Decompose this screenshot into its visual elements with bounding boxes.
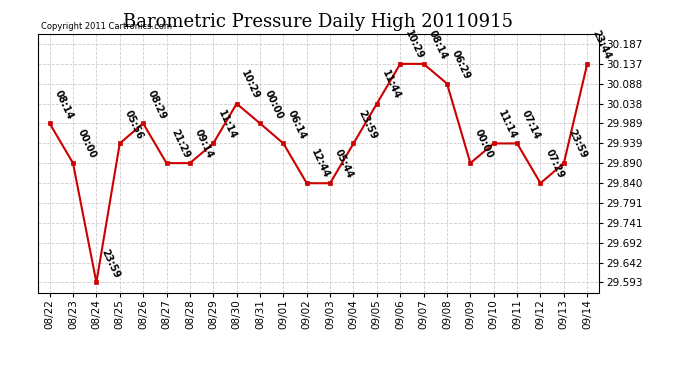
Text: 07:14: 07:14 xyxy=(520,108,542,141)
Text: 11:44: 11:44 xyxy=(380,69,402,101)
Text: 23:59: 23:59 xyxy=(566,128,589,160)
Text: 21:29: 21:29 xyxy=(169,128,191,160)
Title: Barometric Pressure Daily High 20110915: Barometric Pressure Daily High 20110915 xyxy=(124,13,513,31)
Text: 05:56: 05:56 xyxy=(123,108,145,141)
Text: 00:00: 00:00 xyxy=(473,128,495,160)
Text: 07:29: 07:29 xyxy=(543,148,565,180)
Text: 09:14: 09:14 xyxy=(193,128,215,160)
Text: 12:44: 12:44 xyxy=(310,148,332,180)
Text: Copyright 2011 Cartronics.com: Copyright 2011 Cartronics.com xyxy=(41,22,172,31)
Text: 11:14: 11:14 xyxy=(216,108,238,141)
Text: 06:14: 06:14 xyxy=(286,108,308,141)
Text: 00:00: 00:00 xyxy=(76,128,98,160)
Text: 23:59: 23:59 xyxy=(99,248,121,280)
Text: 10:29: 10:29 xyxy=(239,69,262,101)
Text: 05:44: 05:44 xyxy=(333,148,355,180)
Text: 10:29: 10:29 xyxy=(403,29,425,61)
Text: 08:14: 08:14 xyxy=(52,88,75,121)
Text: 06:29: 06:29 xyxy=(450,48,472,81)
Text: 23:59: 23:59 xyxy=(356,108,378,141)
Text: 23:44: 23:44 xyxy=(590,29,612,61)
Text: 00:00: 00:00 xyxy=(263,88,285,121)
Text: 08:29: 08:29 xyxy=(146,88,168,121)
Text: 11:14: 11:14 xyxy=(497,108,519,141)
Text: 08:14: 08:14 xyxy=(426,28,449,61)
